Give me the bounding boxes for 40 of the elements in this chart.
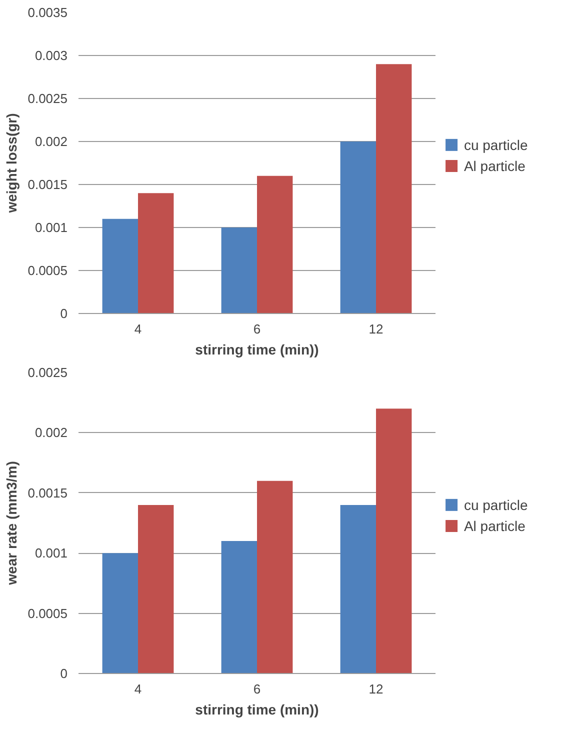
bar: [257, 480, 293, 674]
y-tick-label: 0: [60, 306, 68, 321]
bar: [102, 553, 138, 674]
y-tick-label: 0.0025: [28, 91, 68, 106]
x-tick-label: 4: [134, 682, 142, 696]
y-tick-label: 0.0035: [28, 5, 68, 20]
legend-label: Al particle: [464, 158, 526, 174]
x-tick-label: 4: [134, 322, 142, 336]
y-tick-label: 0: [60, 666, 68, 681]
x-axis-title: stirring time (min)): [195, 702, 319, 718]
legend-label: Al particle: [464, 518, 526, 534]
legend-label: cu particle: [464, 136, 528, 153]
x-tick-label: 12: [368, 322, 384, 336]
y-tick-label: 0.003: [34, 48, 68, 63]
y-tick-label: 0.0015: [28, 177, 68, 192]
y-tick-label: 0.001: [34, 220, 68, 235]
legend-label: cu particle: [464, 496, 528, 513]
y-tick-label: 0.0005: [28, 263, 68, 278]
bar: [138, 193, 174, 314]
bar: [102, 218, 138, 314]
y-tick-label: 0.001: [34, 546, 68, 561]
y-tick-label: 0.0005: [28, 606, 68, 621]
y-axis-title: wear rate (mm3/m): [4, 461, 20, 586]
bar: [340, 504, 376, 674]
bar: [138, 504, 174, 674]
x-tick-label: 6: [253, 322, 261, 336]
y-axis-title: weight loss(gr): [4, 113, 20, 214]
x-tick-label: 12: [368, 682, 384, 696]
bar: [221, 541, 257, 674]
bar: [340, 142, 376, 314]
y-tick-label: 0.0025: [28, 365, 68, 380]
bar: [257, 176, 293, 314]
x-axis-title: stirring time (min)): [195, 342, 319, 358]
bar: [221, 228, 257, 314]
y-tick-label: 0.0015: [28, 485, 68, 500]
bar: [376, 64, 412, 314]
y-tick-label: 0.002: [34, 134, 68, 149]
y-tick-label: 0.002: [34, 425, 68, 440]
bar: [376, 408, 412, 674]
x-tick-label: 6: [253, 682, 261, 696]
